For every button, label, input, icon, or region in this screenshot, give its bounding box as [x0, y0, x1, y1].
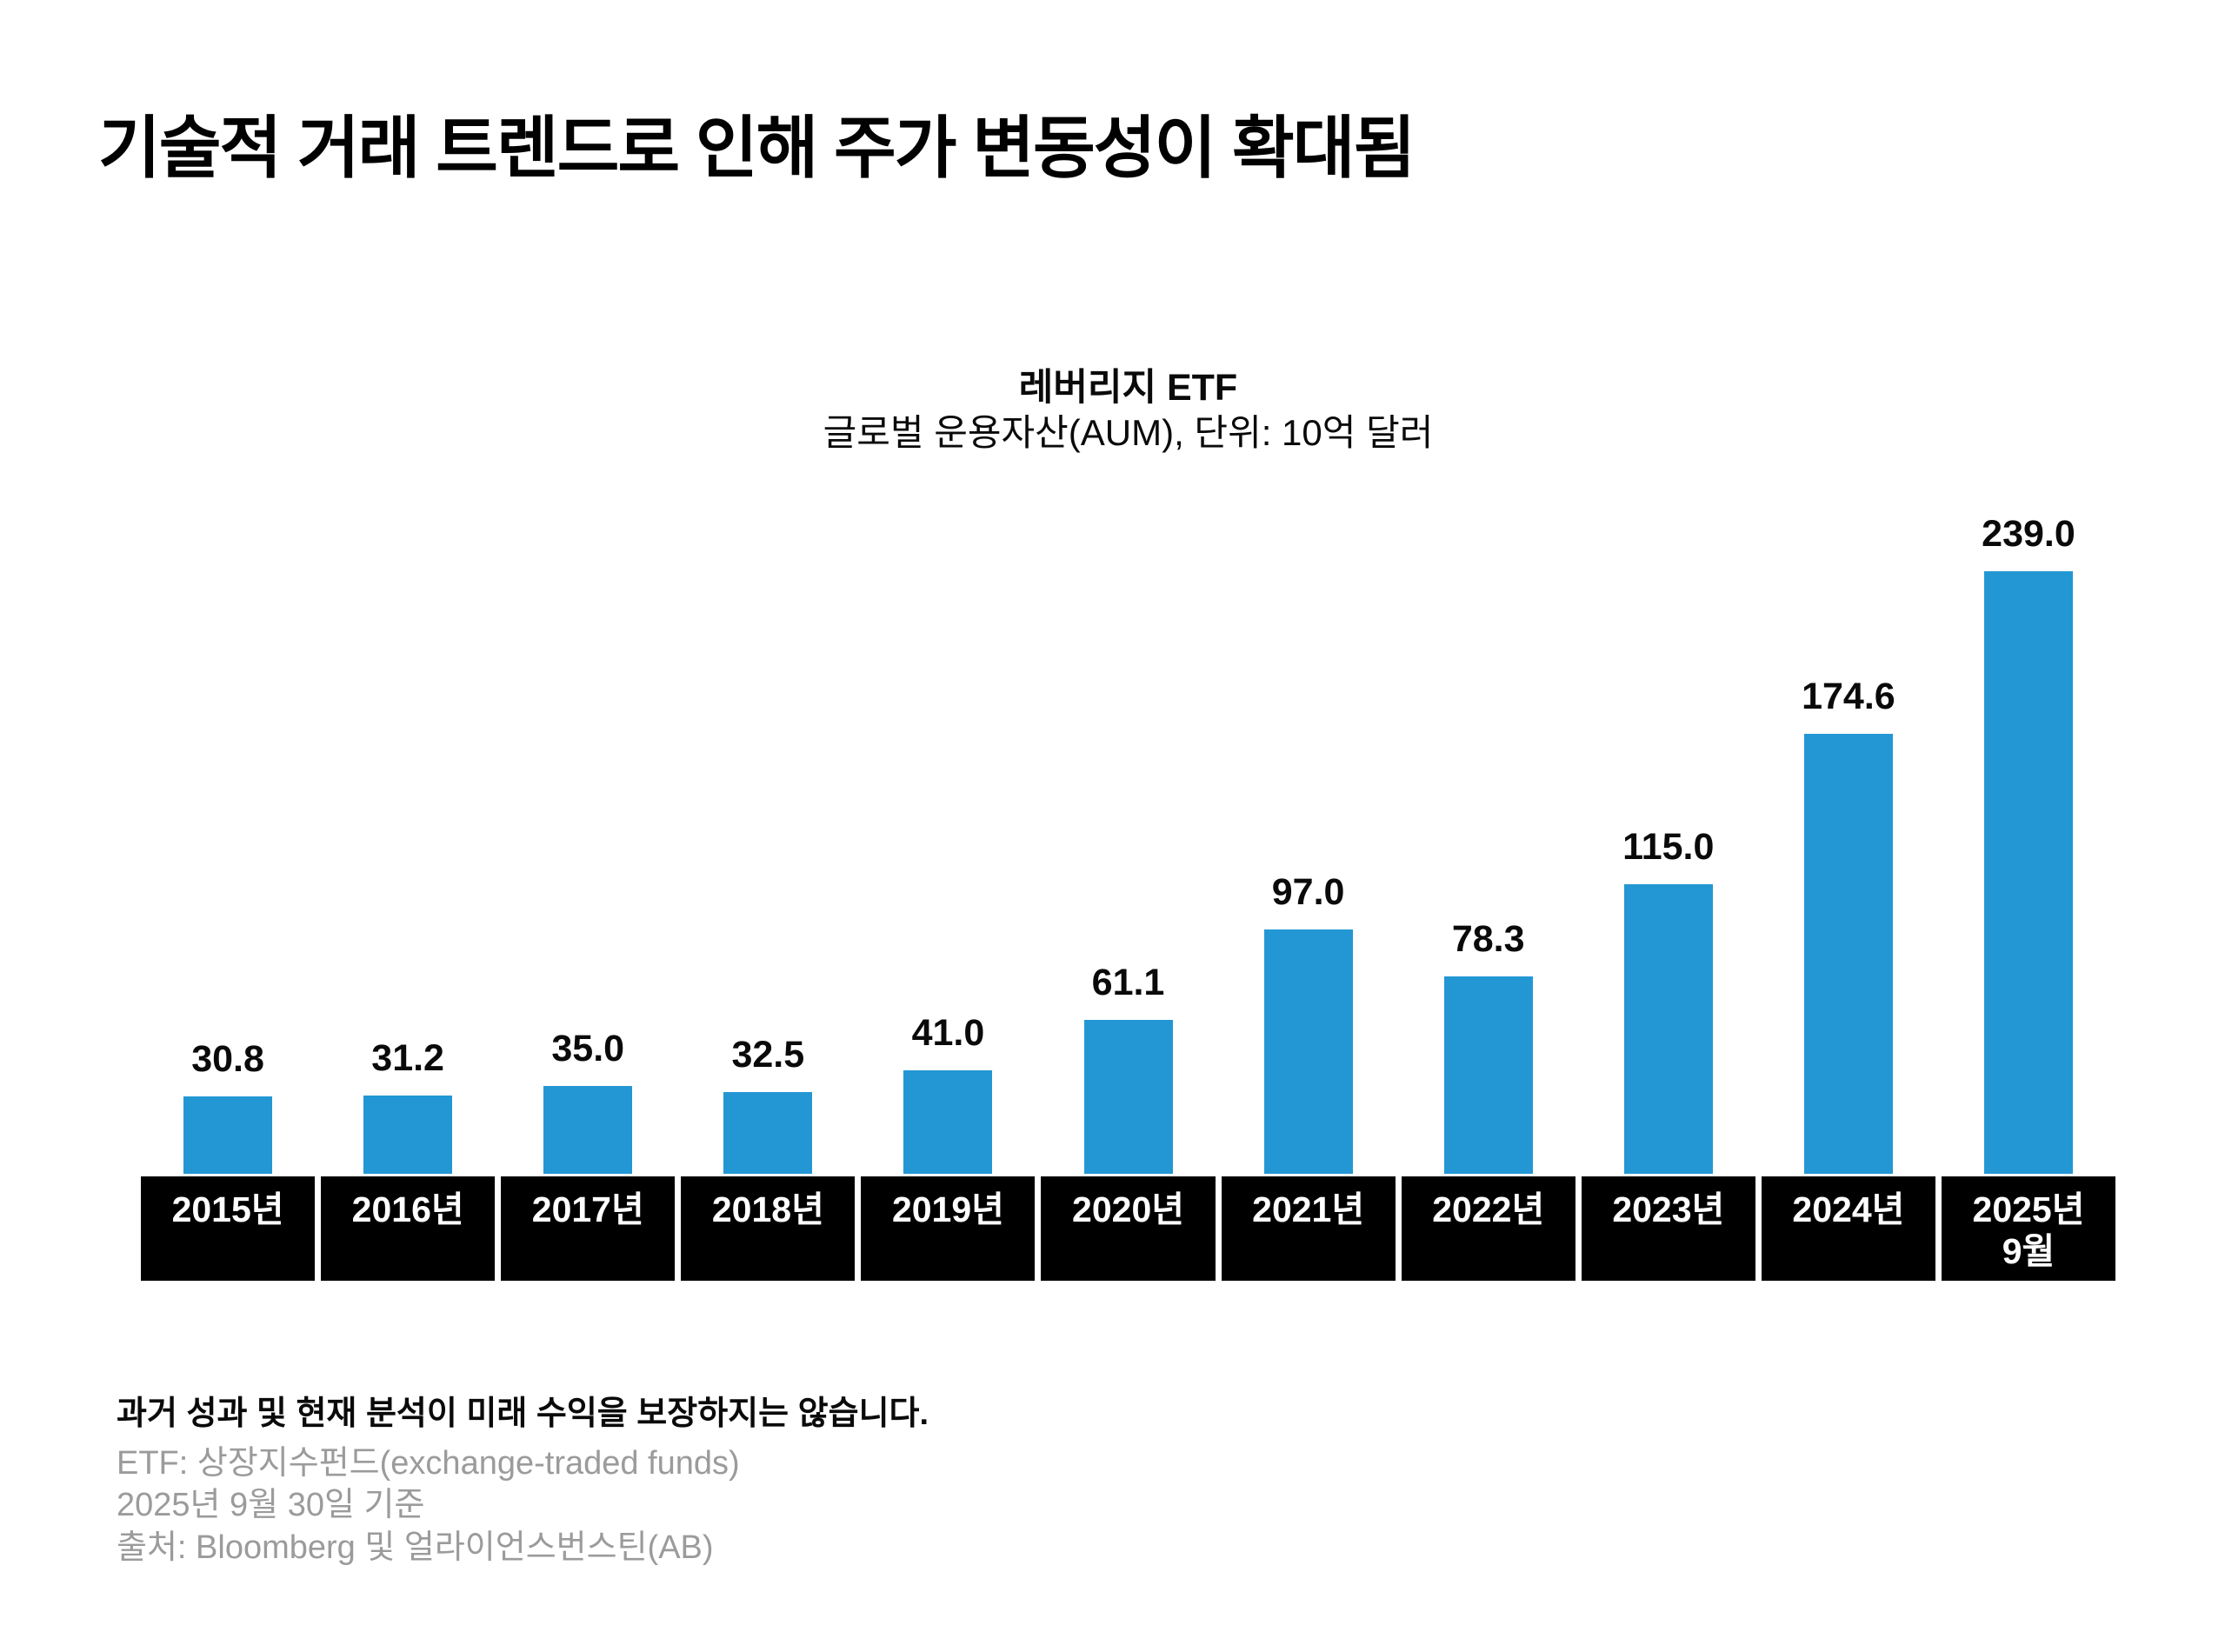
bar-chart-plot-area: 30.8 31.2 35.0 32.5 41.0 61.1 97.0 78.3 115.0 174… [141, 513, 2115, 1174]
bar [1623, 884, 1713, 1174]
x-axis-label: 2023년 [1581, 1176, 1755, 1281]
x-axis-label: 2022년 [1401, 1176, 1575, 1281]
bar-column: 239.0 [1942, 513, 2115, 1174]
bar-column: 41.0 [861, 513, 1035, 1174]
bar-column: 30.8 [141, 513, 315, 1174]
x-axis-label: 2025년 9월 [1941, 1176, 2116, 1281]
x-axis-label: 2021년 [1221, 1176, 1396, 1281]
footnotes: 과거 성과 및 현재 분석이 미래 수익을 보장하지는 않습니다. ETF: 상… [117, 1393, 929, 1569]
footnote-as-of-date: 2025년 9월 30일 기준 [117, 1487, 425, 1524]
bar-value-label: 239.0 [1982, 513, 2075, 555]
x-axis-label: 2015년 [141, 1176, 316, 1281]
x-axis-label-band: 2015년 2016년 2017년 2018년 2019년 2020년 2021년 2022년… [141, 1176, 2116, 1281]
page-title: 기술적 거래 트렌드로 인해 주가 변동성이 확대됨 [98, 110, 1416, 186]
chart-subtitle: 글로벌 운용자산(AUM), 단위: 10억 달러 [823, 412, 1434, 454]
footnote-source: 출처: Bloomberg 및 얼라이언스번스틴(AB) [117, 1529, 714, 1566]
x-axis-label: 2019년 [861, 1176, 1036, 1281]
bar-value-label: 30.8 [191, 1038, 264, 1080]
bar [723, 1092, 813, 1174]
x-axis-label: 2017년 [501, 1176, 676, 1281]
bar [903, 1070, 993, 1174]
bar-column: 97.0 [1222, 513, 1396, 1174]
bar [1263, 929, 1353, 1174]
x-axis-label: 2024년 [1761, 1176, 1935, 1281]
bar-value-label: 31.2 [371, 1037, 444, 1079]
bar-column: 174.6 [1762, 513, 1935, 1174]
bar [183, 1096, 273, 1174]
bar [543, 1086, 633, 1174]
footnote-disclaimer: 과거 성과 및 현재 분석이 미래 수익을 보장하지는 않습니다. [117, 1396, 929, 1432]
bar-column: 78.3 [1402, 513, 1575, 1174]
footnote-etf-definition: ETF: 상장지수펀드(exchange-traded funds) [117, 1444, 740, 1482]
bar-value-label: 61.1 [1091, 962, 1165, 1003]
bar [1803, 734, 1893, 1174]
bar [1983, 571, 2073, 1174]
bar [1083, 1020, 1173, 1174]
bar-column: 32.5 [681, 513, 855, 1174]
x-axis-label: 2016년 [321, 1176, 496, 1281]
bar-value-label: 41.0 [911, 1012, 985, 1054]
bar-value-label: 35.0 [551, 1028, 625, 1069]
bar-value-label: 115.0 [1622, 826, 1715, 868]
bar [1443, 976, 1533, 1174]
x-axis-label: 2018년 [681, 1176, 856, 1281]
bar-value-label: 97.0 [1271, 871, 1345, 913]
bar [363, 1096, 453, 1174]
bar-value-label: 78.3 [1451, 918, 1525, 960]
bar-value-label: 32.5 [731, 1034, 805, 1076]
chart-title: 레버리지 ETF [1018, 367, 1238, 409]
bar-column: 35.0 [501, 513, 675, 1174]
x-axis-label: 2020년 [1041, 1176, 1216, 1281]
chart-header: 레버리지 ETF 글로벌 운용자산(AUM), 단위: 10억 달러 [141, 365, 2115, 456]
bar-value-label: 174.6 [1802, 676, 1895, 717]
bar-column: 31.2 [321, 513, 495, 1174]
bar-column: 61.1 [1041, 513, 1215, 1174]
bar-column: 115.0 [1582, 513, 1755, 1174]
